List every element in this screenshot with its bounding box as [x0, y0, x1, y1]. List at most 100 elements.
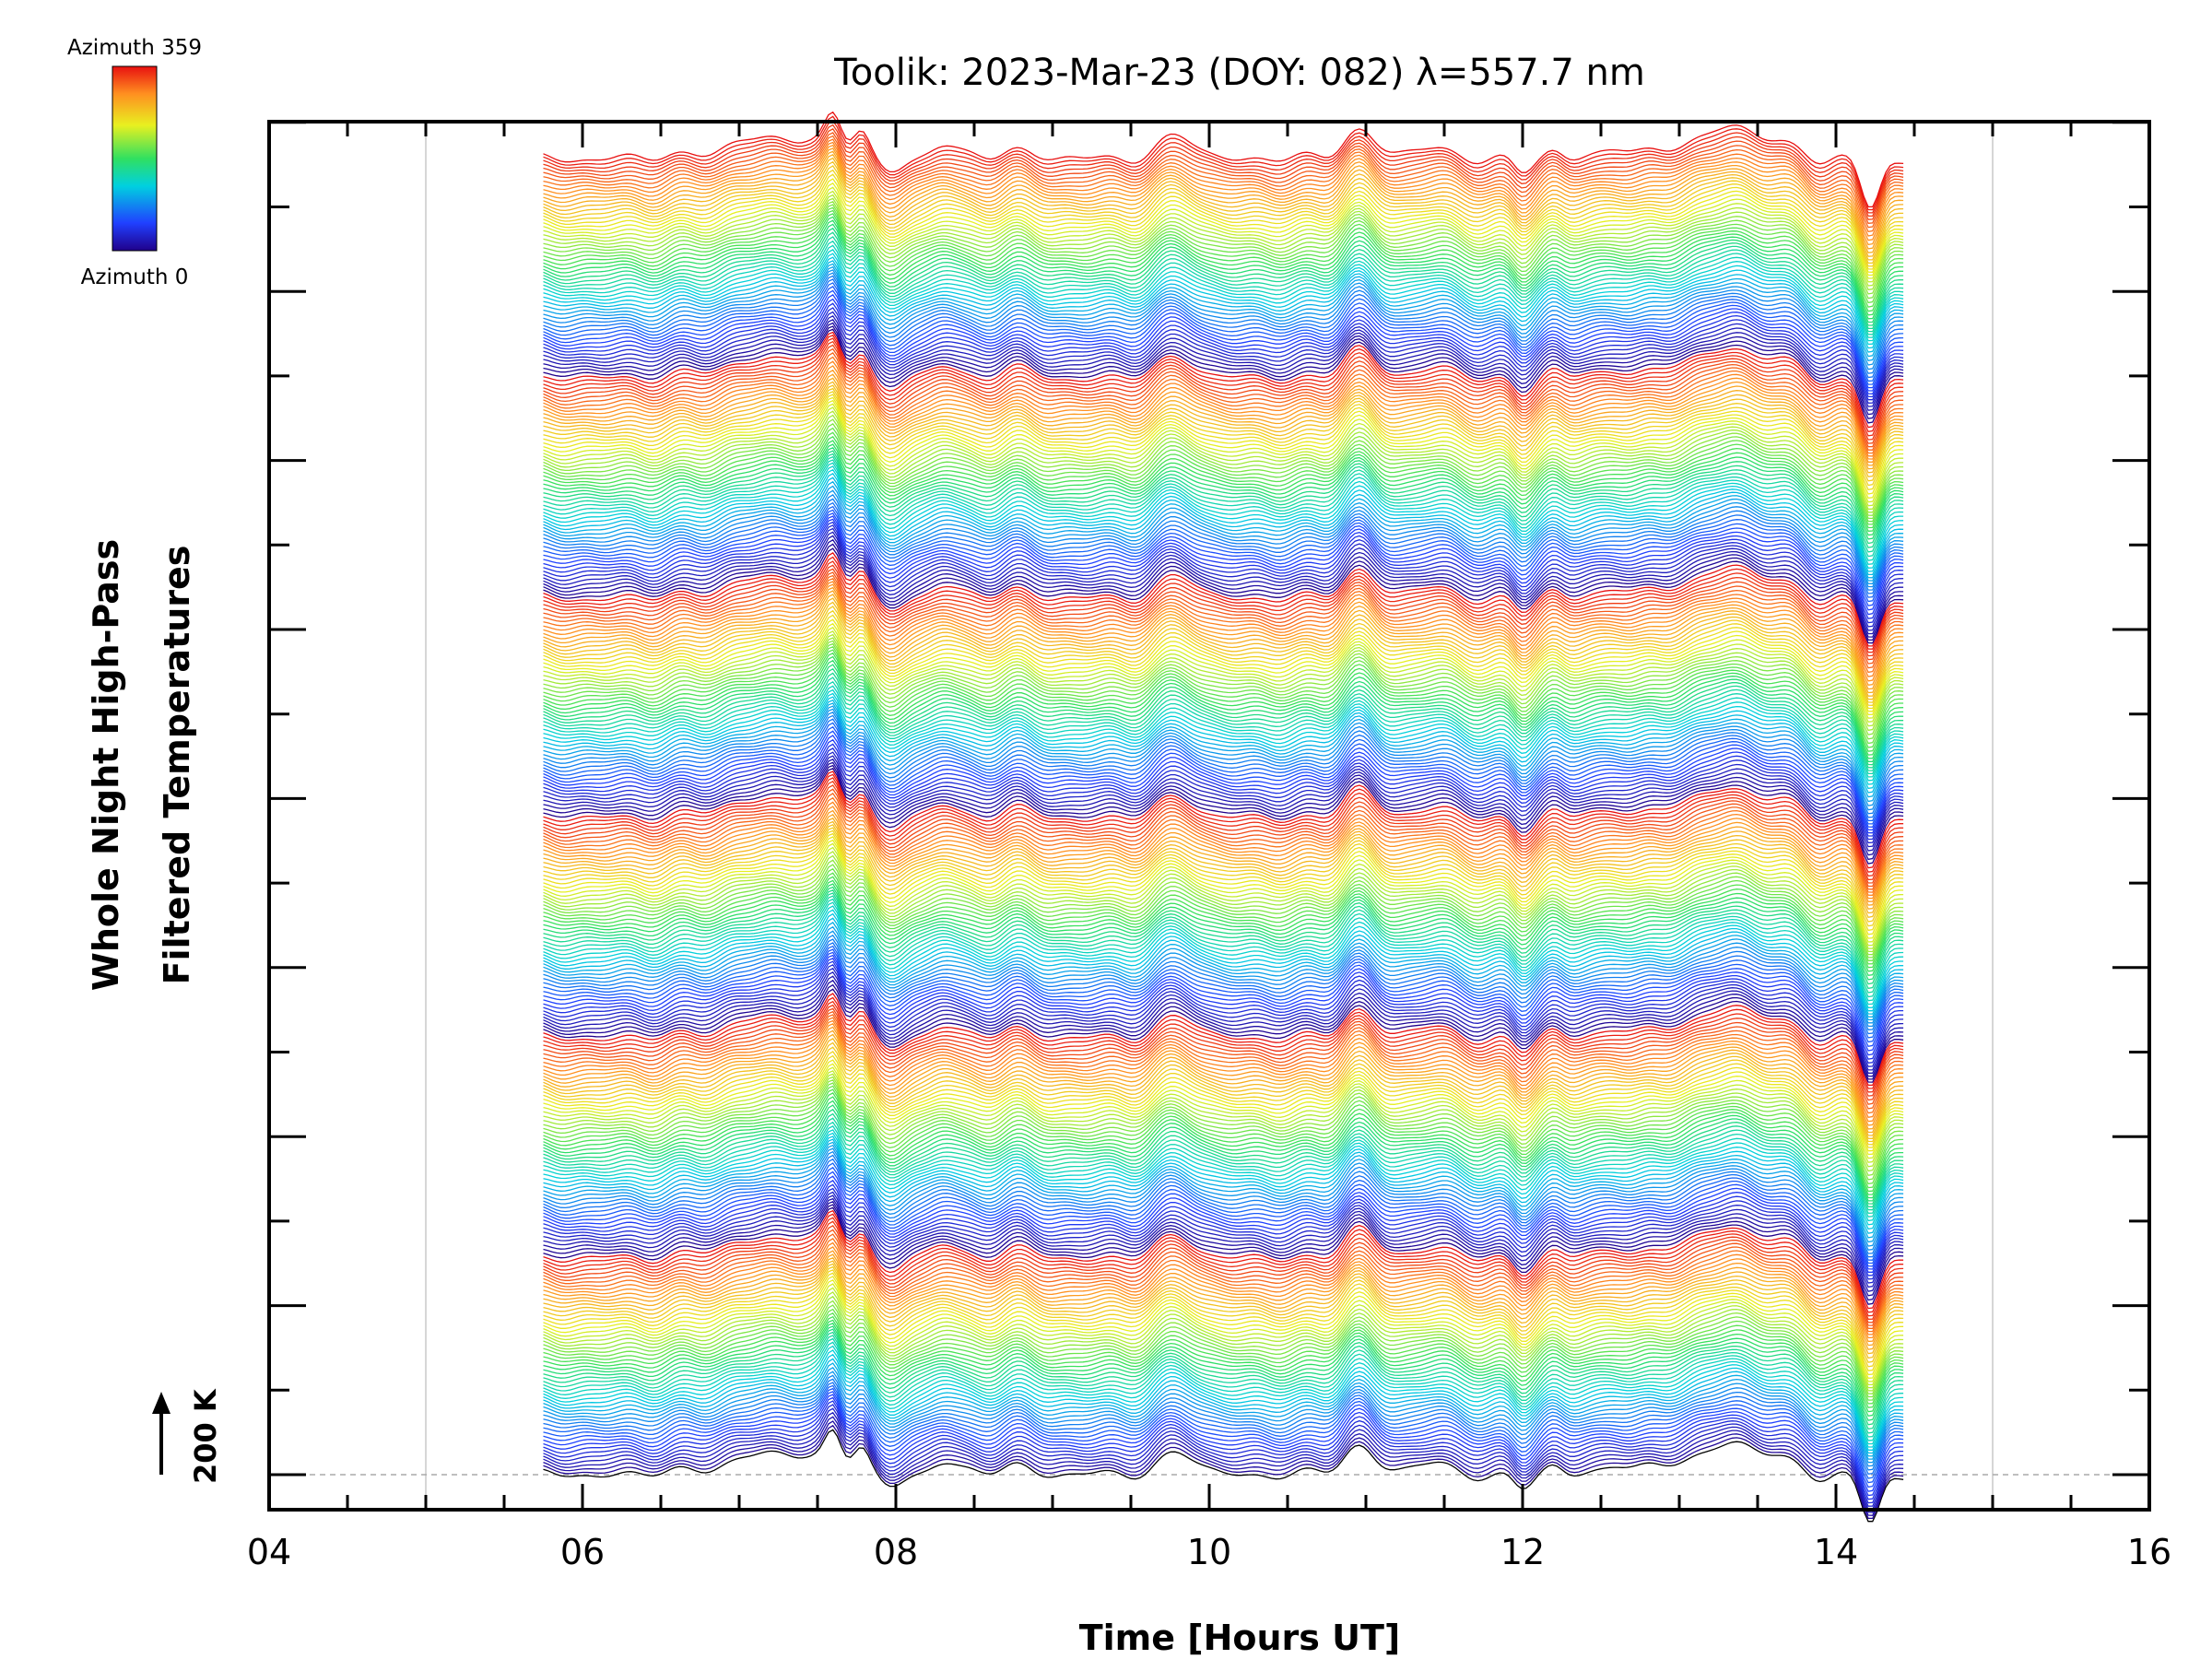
azimuth-trace: [543, 934, 1904, 1028]
azimuth-trace: [543, 501, 1904, 594]
azimuth-trace: [543, 505, 1904, 598]
azimuth-trace: [543, 1387, 1904, 1484]
azimuth-trace: [543, 512, 1904, 606]
azimuth-trace: [543, 531, 1904, 631]
azimuth-trace: [543, 289, 1904, 389]
azimuth-trace: [543, 278, 1904, 379]
azimuth-trace: [543, 294, 1904, 392]
azimuth-trace: [543, 993, 1904, 1087]
azimuth-trace: [543, 764, 1904, 861]
azimuth-trace: [543, 622, 1904, 715]
azimuth-trace: [543, 331, 1904, 429]
azimuth-trace: [543, 275, 1904, 374]
azimuth-trace: [543, 925, 1904, 1021]
azimuth-trace: [543, 705, 1904, 803]
azimuth-trace: [543, 138, 1904, 233]
azimuth-trace: [543, 169, 1904, 267]
azimuth-trace: [543, 1287, 1904, 1386]
azimuth-trace: [543, 1010, 1904, 1105]
azimuth-trace: [543, 846, 1904, 947]
x-axis-label: Time [Hours UT]: [1079, 1618, 1401, 1658]
azimuth-trace: [543, 1041, 1904, 1139]
azimuth-trace: [543, 1233, 1904, 1330]
azimuth-trace: [543, 1147, 1904, 1247]
azimuth-trace: [543, 864, 1904, 959]
azimuth-trace: [543, 157, 1904, 257]
azimuth-trace: [543, 249, 1904, 342]
azimuth-trace: [543, 1070, 1904, 1163]
azimuth-trace: [543, 954, 1904, 1052]
azimuth-trace: [543, 1000, 1904, 1093]
azimuth-trace: [543, 1362, 1904, 1457]
azimuth-trace: [543, 738, 1904, 834]
azimuth-trace: [543, 1108, 1904, 1205]
azimuth-trace: [543, 206, 1904, 304]
azimuth-trace: [543, 231, 1904, 330]
azimuth-trace: [543, 581, 1904, 677]
colorbar-bottom-label: Azimuth 0: [81, 265, 189, 289]
azimuth-trace: [543, 435, 1904, 529]
azimuth-trace: [543, 773, 1904, 873]
azimuth-trace: [543, 967, 1904, 1067]
azimuth-trace: [543, 1315, 1904, 1408]
azimuth-trace: [543, 369, 1904, 463]
azimuth-trace: [543, 147, 1904, 246]
azimuth-trace: [543, 830, 1904, 927]
azimuth-trace: [543, 124, 1904, 218]
azimuth-trace: [543, 1059, 1904, 1152]
azimuth-trace: [543, 360, 1904, 457]
azimuth-trace: [543, 1112, 1904, 1208]
azimuth-trace: [543, 963, 1904, 1064]
azimuth-trace: [543, 1276, 1904, 1376]
azimuth-trace: [543, 1004, 1904, 1097]
azimuth-trace: [543, 1175, 1904, 1270]
azimuth-trace: [543, 1238, 1904, 1333]
x-tick-label: 06: [560, 1532, 605, 1572]
azimuth-trace: [543, 1085, 1904, 1185]
azimuth-trace: [543, 1150, 1904, 1251]
azimuth-trace: [543, 1125, 1904, 1218]
azimuth-trace: [543, 1138, 1904, 1234]
azimuth-trace: [543, 213, 1904, 312]
azimuth-trace: [543, 784, 1904, 884]
azimuth-trace: [543, 365, 1904, 460]
x-tick-label: 08: [874, 1532, 918, 1572]
azimuth-trace: [543, 1180, 1904, 1273]
azimuth-trace: [543, 543, 1904, 641]
azimuth-trace: [543, 307, 1904, 401]
azimuth-trace: [543, 771, 1904, 869]
azimuth-trace: [543, 423, 1904, 520]
azimuth-trace: [543, 314, 1904, 407]
azimuth-trace: [543, 182, 1904, 276]
azimuth-trace: [543, 272, 1904, 371]
azimuth-trace: [543, 839, 1904, 939]
azimuth-trace: [543, 1204, 1904, 1301]
azimuth-trace: [543, 1092, 1904, 1193]
azimuth-trace: [543, 718, 1904, 818]
azimuth-trace: [543, 194, 1904, 287]
azimuth-trace: [543, 459, 1904, 558]
azimuth-trace: [543, 1382, 1904, 1476]
azimuth-trace: [543, 1191, 1904, 1284]
azimuth-trace: [543, 1129, 1904, 1222]
azimuth-trace: [543, 325, 1904, 419]
azimuth-trace: [543, 141, 1904, 237]
azimuth-trace: [543, 836, 1904, 935]
azimuth-trace: [543, 1300, 1904, 1394]
azimuth-trace: [543, 1349, 1904, 1448]
azimuth-trace: [543, 680, 1904, 775]
azimuth-trace: [543, 1378, 1904, 1471]
azimuth-trace: [543, 1200, 1904, 1297]
azimuth-trace: [543, 1038, 1904, 1136]
azimuth-trace: [543, 1420, 1904, 1516]
azimuth-trace: [543, 642, 1904, 740]
azimuth-trace: [543, 446, 1904, 540]
azimuth-trace: [543, 609, 1904, 706]
azimuth-trace: [543, 173, 1904, 270]
azimuth-trace: [543, 571, 1904, 665]
azimuth-trace: [543, 219, 1904, 320]
azimuth-trace: [543, 1141, 1904, 1239]
azimuth-trace: [543, 1328, 1904, 1426]
azimuth-trace: [543, 1337, 1904, 1438]
x-tick-label: 16: [2127, 1532, 2171, 1572]
